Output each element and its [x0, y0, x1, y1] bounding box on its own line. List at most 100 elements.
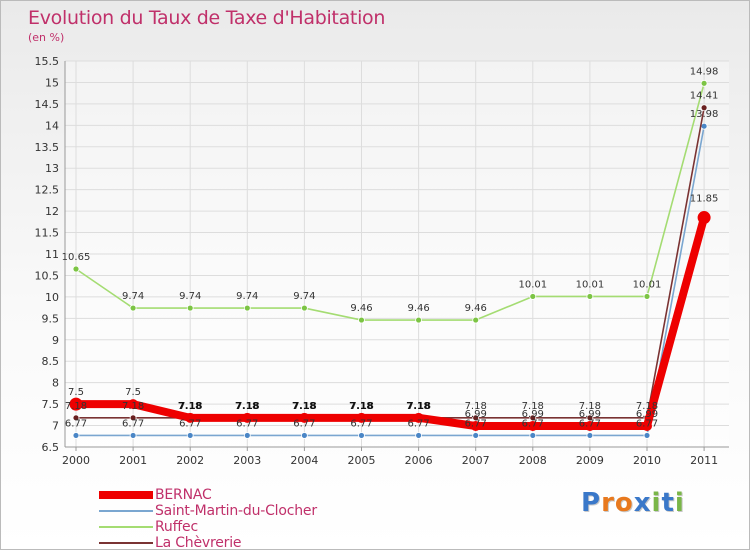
series-point-0 — [643, 293, 651, 300]
series-point-0 — [72, 265, 80, 273]
series-point-0 — [700, 79, 708, 87]
series-point-0 — [186, 304, 194, 312]
x-tick-label: 2004 — [290, 454, 318, 467]
data-label-3: 7.18 — [235, 401, 260, 412]
x-tick-label: 2009 — [576, 454, 604, 467]
data-label-0: 10.01 — [633, 279, 662, 290]
y-tick-label: 13 — [45, 162, 59, 175]
data-label-0: 9.74 — [236, 291, 258, 302]
series-point-1 — [358, 432, 365, 439]
logo-letter: i — [651, 488, 662, 518]
x-tick-label: 2001 — [119, 454, 147, 467]
x-tick-label: 2000 — [62, 454, 90, 467]
logo-letter: r — [601, 488, 615, 518]
series-point-1 — [300, 432, 308, 439]
data-label-1: 6.77 — [579, 418, 601, 429]
data-label-2: 7.18 — [122, 401, 144, 412]
data-label-2: 7.18 — [293, 401, 315, 412]
proxiti-logo: Proxiti — [581, 488, 685, 518]
data-label-1: 6.77 — [407, 418, 429, 429]
logo-letter: o — [614, 488, 634, 518]
data-label-0: 9.74 — [179, 291, 201, 302]
series-point-1 — [243, 432, 251, 439]
series-point-3 — [584, 420, 595, 431]
data-label-0: 9.46 — [407, 303, 429, 314]
data-label-3: 7.18 — [292, 401, 317, 412]
series-point-1 — [186, 432, 194, 439]
data-label-3: 7.18 — [178, 401, 203, 412]
y-tick-label: 7.5 — [42, 398, 60, 411]
x-tick-label: 2008 — [519, 454, 547, 467]
data-label-1: 6.77 — [465, 418, 487, 429]
series-point-3 — [642, 420, 652, 431]
chart-title: Evolution du Taux de Taxe d'Habitation — [28, 7, 386, 29]
data-label-0: 9.74 — [122, 291, 144, 302]
data-label-2: 7.18 — [636, 401, 658, 412]
data-label-1: 6.77 — [122, 418, 144, 429]
data-label-3: 6.99 — [636, 409, 658, 420]
series-point-0 — [243, 304, 251, 312]
y-tick-label: 14.5 — [35, 98, 60, 111]
logo-letter: i — [674, 488, 685, 518]
data-label-1: 6.77 — [636, 418, 658, 429]
series-point-1 — [700, 122, 708, 130]
series-point-3 — [527, 420, 538, 431]
series-point-3 — [242, 412, 253, 423]
data-label-3: 6.99 — [522, 409, 544, 420]
series-point-2 — [586, 414, 594, 422]
legend-label: La Chèvrerie — [155, 535, 242, 551]
legend-swatch — [99, 542, 153, 544]
x-tick-label: 2003 — [233, 454, 261, 467]
data-label-1: 13.98 — [690, 109, 719, 120]
series-point-0 — [472, 316, 480, 324]
data-label-2: 7.18 — [350, 401, 372, 412]
x-tick-label: 2010 — [633, 454, 661, 467]
data-label-2: 7.18 — [465, 401, 487, 412]
legend-label: BERNAC — [155, 487, 212, 503]
series-line-3 — [72, 213, 709, 430]
data-label-3: 6.99 — [579, 409, 601, 420]
chart-subtitle: (en %) — [28, 31, 65, 44]
y-tick-label: 6.5 — [42, 441, 60, 454]
legend-swatch — [99, 510, 153, 512]
series-point-2 — [472, 414, 480, 422]
y-tick-label: 10.5 — [35, 269, 60, 282]
series-point-3 — [697, 211, 711, 225]
series-point-2 — [700, 104, 708, 112]
series-point-3 — [185, 412, 196, 423]
data-label-0: 9.46 — [350, 303, 372, 314]
series-point-0 — [586, 293, 594, 300]
legend-label: Saint-Martin-du-Clocher — [155, 503, 317, 519]
data-label-1: 6.77 — [522, 418, 544, 429]
series-point-3 — [69, 397, 83, 411]
data-label-2: 7.18 — [407, 401, 429, 412]
y-tick-label: 12.5 — [35, 184, 60, 197]
data-label-1: 6.77 — [350, 418, 372, 429]
data-label-2: 14.41 — [690, 91, 719, 102]
series-layer — [69, 79, 711, 439]
data-label-0: 9.46 — [465, 303, 487, 314]
y-tick-label: 7 — [52, 420, 59, 433]
data-label-2: 7.18 — [522, 401, 544, 412]
data-label-2: 7.18 — [579, 401, 601, 412]
x-tick-label: 2002 — [176, 454, 204, 467]
data-label-2: 7.18 — [65, 401, 87, 412]
label-layer: 10.65 9.74 9.74 9.74 9.74 9.46 9.46 9.46 10.01 10… — [62, 66, 719, 429]
series-point-1 — [529, 432, 537, 439]
axis-layer: 6.577.588.599.51010.51111.51212.51313.51… — [35, 55, 729, 467]
data-label-3: 7.5 — [125, 387, 141, 398]
y-tick-label: 13.5 — [35, 141, 60, 154]
grid-layer — [65, 60, 729, 448]
series-point-3 — [356, 412, 367, 423]
data-label-0: 10.01 — [518, 279, 547, 290]
x-tick-label: 2006 — [405, 454, 433, 467]
series-point-2 — [529, 414, 537, 422]
data-label-2: 7.18 — [179, 401, 201, 412]
y-tick-label: 9.5 — [42, 312, 60, 325]
series-point-2 — [72, 414, 80, 422]
data-label-3: 11.85 — [690, 194, 719, 205]
series-point-1 — [72, 432, 80, 439]
x-tick-label: 2005 — [348, 454, 376, 467]
